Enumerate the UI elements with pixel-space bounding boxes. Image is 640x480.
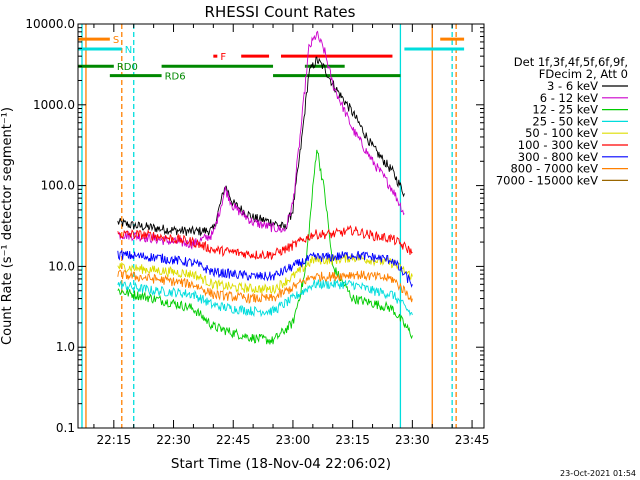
- series-lines: [117, 30, 413, 345]
- y-axis-label: Count Rate (s⁻¹ detector segment⁻¹): [0, 107, 15, 345]
- series-line: [117, 30, 405, 251]
- x-tick-label: 22:45: [216, 433, 251, 447]
- flag-label-n: N: [125, 45, 132, 56]
- y-tick-label: 1.0: [56, 340, 75, 354]
- flag-label-rd0: RD0: [117, 62, 138, 73]
- legend: Det 1f,3f,4f,5f,6f,9f, FDecim 2, Att 0 3…: [496, 55, 628, 187]
- series-line: [117, 279, 413, 318]
- series-line: [117, 253, 413, 295]
- y-tick-label: 1000.0: [33, 98, 75, 112]
- vertical-markers: [81, 24, 457, 428]
- x-tick-label: 23:00: [276, 433, 311, 447]
- series-line: [117, 249, 413, 288]
- x-axis: 22:15 22:30 22:45 23:00 23:15 23:30 23:45: [93, 24, 490, 447]
- y-tick-label: 100.0: [41, 179, 75, 193]
- footer-timestamp: 23-Oct-2021 01:54: [560, 469, 636, 478]
- legend-header-line-1: Det 1f,3f,4f,5f,6f,9f,: [514, 55, 628, 69]
- flag-label-s: S: [113, 35, 119, 46]
- flag-label-rd6: RD6: [165, 72, 186, 83]
- chart-title: RHESSI Count Rates: [205, 3, 356, 21]
- x-tick-label: 22:30: [156, 433, 191, 447]
- y-tick-label: 10000.0: [25, 17, 75, 31]
- legend-entry-label: 800 - 7000 keV: [510, 162, 598, 176]
- legend-header-line-2: FDecim 2, Att 0: [539, 67, 628, 81]
- x-axis-label: Start Time (18-Nov-04 22:06:02): [171, 456, 391, 472]
- series-line: [117, 269, 413, 304]
- plot-frame: [77, 23, 485, 429]
- legend-entry-label: 300 - 800 keV: [518, 150, 598, 164]
- legend-entry-label: 12 - 25 keV: [532, 103, 598, 117]
- series-line: [117, 56, 405, 237]
- legend-entry-label: 3 - 6 keV: [547, 79, 598, 93]
- series-line: [117, 149, 413, 345]
- legend-entry-label: 7000 - 15000 keV: [496, 173, 598, 187]
- x-tick-label: 23:45: [455, 433, 490, 447]
- x-tick-label: 23:30: [395, 433, 430, 447]
- y-axis: 0.1 1.0 10.0 100.0 1000.0 10000.0: [25, 17, 484, 435]
- y-tick-label: 0.1: [56, 421, 75, 435]
- x-tick-label: 22:15: [97, 433, 132, 447]
- flag-bars: SN F RD0 RD6: [78, 35, 465, 83]
- flag-label-f: F: [220, 52, 226, 63]
- x-tick-label: 23:15: [335, 433, 370, 447]
- legend-entry-label: 25 - 50 keV: [532, 114, 598, 128]
- legend-entry-label: 50 - 100 keV: [525, 126, 598, 140]
- y-tick-label: 10.0: [48, 259, 75, 273]
- legend-entry-label: 100 - 300 keV: [518, 138, 598, 152]
- series-line: [117, 224, 413, 261]
- legend-entry-label: 6 - 12 keV: [540, 91, 598, 105]
